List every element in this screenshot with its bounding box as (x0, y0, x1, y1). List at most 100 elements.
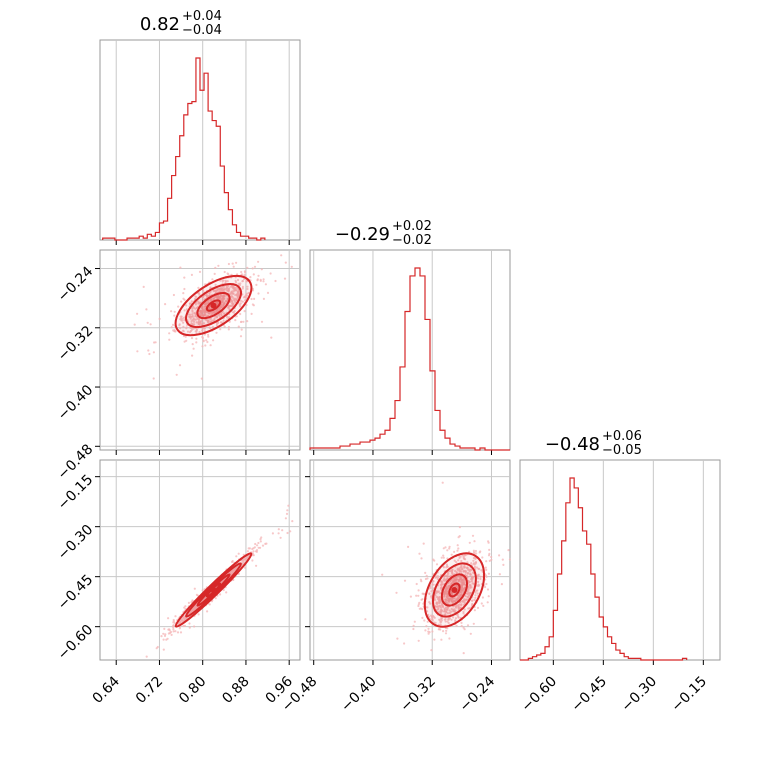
scatter_p1_p2-point (233, 298, 236, 301)
scatter_p1_p2-point (198, 323, 201, 326)
scatter_p1_p2-point (280, 254, 283, 257)
scatter_p2_p3-point (447, 621, 450, 625)
scatter_p2_p3-point (425, 574, 428, 578)
scatter_p1_p2-point (262, 278, 265, 281)
scatter_p2_p3-point (421, 598, 424, 601)
scatter_p2_p3-point (442, 547, 445, 550)
scatter_p2_p3-point (403, 642, 406, 645)
scatter_p2_p3-point (436, 577, 439, 581)
scatter_p1_p2-point (174, 330, 177, 333)
scatter_p1_p3-point (167, 617, 170, 620)
scatter_p1_p3-point (167, 632, 170, 635)
scatter_p2_p3-point (460, 589, 463, 592)
scatter_p1_p3-point (208, 603, 211, 606)
scatter_p1_p3-point (264, 542, 267, 546)
scatter_p1_p2-point (185, 304, 188, 307)
scatter_p1_p2-point (204, 313, 207, 316)
scatter_p1_p2-point (212, 339, 215, 342)
scatter_p2_p3-point (476, 592, 479, 595)
scatter_p2_p3-point (488, 559, 491, 563)
scatter_p1_p2-point (227, 284, 230, 287)
scatter_p1_p2-point (145, 308, 148, 311)
scatter_p1_p2-point (171, 323, 175, 326)
scatter_p1_p2-point (239, 282, 242, 285)
scatter_p1_p2-point (204, 344, 207, 347)
scatter_p2_p3-point (440, 619, 443, 622)
scatter_p1_p3-peak (210, 587, 217, 593)
scatter_p2_p3-point (490, 555, 493, 559)
scatter_p1_p3-frame (99, 459, 301, 661)
scatter_p2_p3-point (468, 541, 471, 544)
scatter_p2_p3-point (441, 583, 444, 586)
scatter_p2_p3-point (446, 590, 449, 593)
scatter_p1_p2-point (146, 321, 149, 324)
scatter_p1_p2-point (207, 312, 210, 315)
scatter_p1_p2-point (183, 309, 186, 312)
scatter_p1_p2-point (168, 338, 171, 341)
hist_p3-frame (519, 459, 721, 661)
scatter_p1_p2-point (215, 289, 218, 292)
scatter_p2_p3-point (502, 563, 505, 567)
scatter_p1_p2-point (211, 325, 214, 329)
scatter_p1_p2-point (234, 287, 237, 290)
scatter_p1_p2-point (195, 321, 198, 324)
scatter_p1_p2-point (252, 273, 255, 276)
scatter_p1_p2-point (201, 309, 204, 312)
scatter_p1_p2-point (270, 336, 273, 339)
scatter_p2_p3-point (460, 621, 463, 625)
scatter_p1_p3-point (284, 517, 287, 520)
hist_p2-frame (309, 249, 511, 451)
scatter_p1_p2-point (136, 312, 139, 315)
scatter_p2_p3-point (415, 594, 418, 597)
scatter_p1_p3-point (289, 530, 292, 533)
scatter_p1_p2-point (246, 285, 249, 288)
scatter_p2_p3-point (478, 567, 481, 571)
scatter_p1_p2-point (262, 280, 265, 283)
scatter_p1_p2-point (180, 319, 183, 322)
scatter_p2_p3-point (469, 632, 472, 635)
scatter_p2_p3-point (444, 632, 448, 635)
scatter_p2_p3-point (421, 608, 424, 611)
scatter_p1_p3-point (277, 532, 280, 535)
labels-layer: 0.64 0.72 0.80 0.88 0.96−0.48 −0.40 −0.32 −0.24… (55, 9, 710, 715)
scatter_p1_p2-point (190, 337, 194, 340)
scatter_p1_p2-point (232, 292, 235, 295)
scatter_p1_p2-point (232, 265, 235, 268)
scatter_p2_p3-point (417, 639, 420, 642)
scatter_p2_p3-point (448, 545, 451, 548)
scatter_p1_p2-point (192, 320, 196, 323)
scatter_p1_p3-point (172, 630, 175, 633)
scatter_p1_p2-point (230, 299, 233, 303)
scatter_p1_p3-point (191, 609, 194, 612)
p2-y-tick-label: −0.40 (55, 382, 97, 424)
scatter_p1_p3-point (255, 550, 258, 553)
scatter_p2_p3-point (486, 588, 490, 591)
scatter_p1_p3-point (193, 606, 196, 610)
scatter_p1_p2-point (237, 295, 240, 298)
scatter_p2_p3-point (479, 550, 482, 553)
scatter_p1_p3-point (237, 552, 240, 555)
scatter_p1_p2-point (239, 299, 242, 302)
scatter_p1_p2-point (213, 272, 216, 275)
scatter_p2_p3-point (458, 556, 461, 560)
scatter_p2_p3-point (443, 595, 446, 598)
scatter_p1_p2-point (227, 328, 230, 331)
scatter_p2_p3-point (471, 534, 475, 537)
scatter_p2_p3-point (485, 560, 488, 563)
scatter_p1_p2-point (227, 304, 230, 308)
scatter_p2_p3-point (488, 548, 491, 552)
scatter_p1_p2-point (236, 278, 240, 282)
scatter_p1_p3-point (177, 622, 180, 625)
scatter_p2_p3-point (426, 610, 429, 613)
scatter_p1_p2-point (206, 295, 209, 298)
scatter_p1_p2-point (183, 316, 186, 319)
scatter_p1_p3-point (248, 547, 251, 550)
scatter_p1_p2-point (239, 335, 243, 338)
scatter_p1_p2-point (179, 266, 182, 269)
scatter_p1_p2-point (260, 320, 264, 323)
scatter_p2_p3-point (464, 594, 467, 598)
scatter_p1_p3-point (172, 628, 175, 631)
scatter_p2_p3-point (455, 561, 458, 564)
scatter_p1_p2-point (247, 291, 250, 295)
